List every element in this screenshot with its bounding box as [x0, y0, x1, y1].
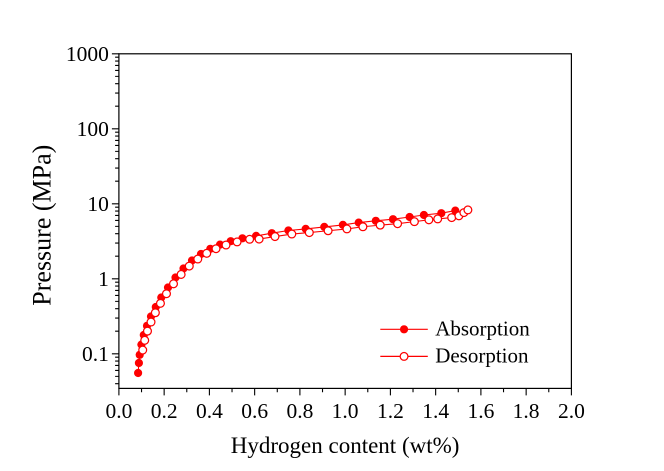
svg-text:1.2: 1.2: [377, 399, 404, 423]
svg-text:1.0: 1.0: [332, 399, 359, 423]
svg-text:0.4: 0.4: [196, 399, 223, 423]
svg-text:10: 10: [87, 192, 109, 216]
svg-text:1.8: 1.8: [513, 399, 540, 423]
svg-text:100: 100: [77, 117, 109, 141]
svg-text:1000: 1000: [66, 42, 109, 66]
svg-text:Absorption: Absorption: [435, 317, 530, 341]
svg-text:1.4: 1.4: [422, 399, 449, 423]
svg-text:0.1: 0.1: [82, 342, 109, 366]
svg-text:0.2: 0.2: [151, 399, 178, 423]
svg-text:0.0: 0.0: [105, 399, 132, 423]
svg-text:Desorption: Desorption: [435, 344, 529, 368]
svg-text:1.6: 1.6: [467, 399, 494, 423]
svg-text:2.0: 2.0: [558, 399, 585, 423]
svg-text:1: 1: [98, 267, 109, 291]
svg-text:Pressure (MPa): Pressure (MPa): [28, 145, 57, 306]
svg-text:Hydrogen content (wt%): Hydrogen content (wt%): [231, 433, 460, 458]
svg-text:0.8: 0.8: [286, 399, 313, 423]
svg-text:0.6: 0.6: [241, 399, 268, 423]
